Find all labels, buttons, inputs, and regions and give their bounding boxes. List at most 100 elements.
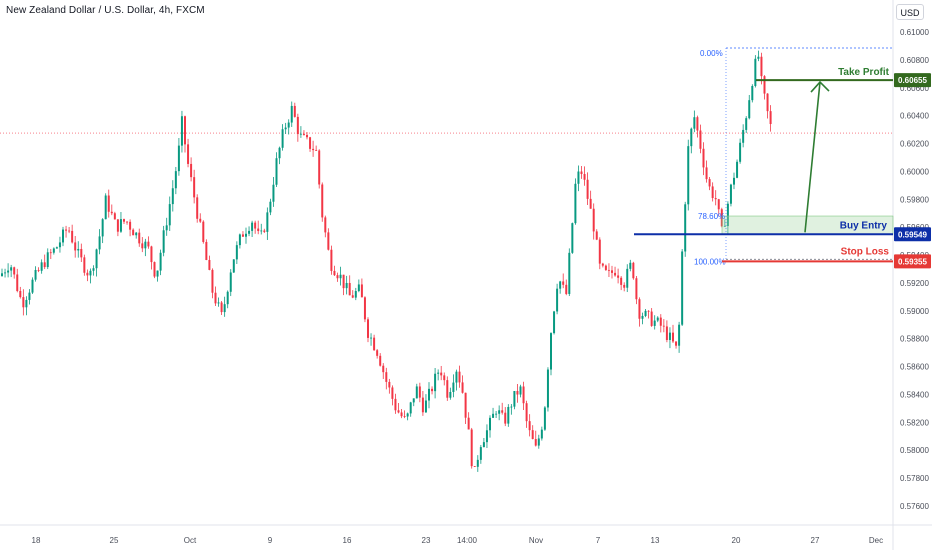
candle-body <box>400 412 403 417</box>
candle-body <box>260 230 263 232</box>
buy-entry-price-tag: 0.59549 <box>898 230 927 239</box>
candle-body <box>421 397 424 413</box>
candle-body <box>681 251 684 325</box>
candle-body <box>315 150 318 151</box>
candle-body <box>119 219 122 232</box>
candle-body <box>4 272 7 274</box>
candle-body <box>607 269 610 271</box>
candle-body <box>415 386 418 399</box>
time-tick-label: 13 <box>651 536 660 545</box>
candle-body <box>196 197 199 219</box>
candle-body <box>662 325 665 327</box>
candle-body <box>129 221 132 230</box>
candle-body <box>748 100 751 119</box>
candle-body <box>717 199 720 210</box>
time-tick-label: 18 <box>32 536 41 545</box>
candle-body <box>74 242 77 251</box>
candle-body <box>150 246 153 263</box>
candle-body <box>668 332 671 340</box>
candle-body <box>363 297 366 320</box>
candle-body <box>592 208 595 232</box>
candle-body <box>223 304 226 313</box>
candle-body <box>479 447 482 460</box>
buy-entry-label: Buy Entry <box>840 220 888 231</box>
price-tick-label: 0.57600 <box>900 502 929 511</box>
candle-body <box>257 228 260 232</box>
candle-body <box>126 221 129 223</box>
candle-body <box>190 163 193 178</box>
candle-body <box>742 129 745 143</box>
candle-body <box>293 105 296 117</box>
candle-body <box>55 247 58 249</box>
candle-body <box>516 390 519 395</box>
candle-body <box>687 146 690 205</box>
candle-body <box>723 226 726 227</box>
candle-body <box>287 122 290 128</box>
candle-body <box>562 281 565 285</box>
candle-body <box>626 268 629 288</box>
candle-body <box>476 459 479 467</box>
candle-body <box>302 133 305 135</box>
candle-body <box>769 111 772 125</box>
candle-body <box>138 232 141 244</box>
fib-label: 0.00% <box>700 49 723 58</box>
candle-body <box>199 218 202 222</box>
candle-body <box>604 265 607 270</box>
candle-body <box>13 267 16 275</box>
candle-body <box>177 145 180 172</box>
candle-body <box>641 315 644 319</box>
candle-body <box>638 299 641 319</box>
candle-body <box>141 243 144 249</box>
candle-body <box>354 291 357 298</box>
candle-body <box>62 229 64 243</box>
stop-loss-price-tag-bg <box>894 254 931 269</box>
candle-body <box>309 137 312 149</box>
candle-body <box>595 231 598 240</box>
candle-body <box>379 355 382 366</box>
candle-body <box>306 134 308 138</box>
candle-body <box>540 429 543 439</box>
candle-body <box>437 372 440 374</box>
candle-body <box>52 248 55 253</box>
time-tick-label: 27 <box>811 536 820 545</box>
candle-body <box>672 332 674 342</box>
candle-body <box>330 249 333 271</box>
target-arrow-head <box>810 80 830 93</box>
candle-body <box>68 230 71 232</box>
candle-body <box>156 270 159 277</box>
candle-body <box>226 291 229 305</box>
target-arrow-line <box>804 82 821 233</box>
candle-body <box>116 219 119 232</box>
candle-body <box>171 188 174 205</box>
candle-body <box>446 380 449 398</box>
candle-body <box>58 242 61 248</box>
candle-body <box>635 278 638 300</box>
candle-body <box>757 56 760 59</box>
fib-label: 78.60% <box>698 212 725 221</box>
candle-body <box>574 183 577 224</box>
candle-body <box>235 245 238 260</box>
candle-body <box>312 148 315 151</box>
candle-body <box>559 281 562 289</box>
candle-body <box>101 219 104 237</box>
candle-body <box>522 386 525 404</box>
candle-body <box>296 116 299 135</box>
candle-body <box>272 184 275 202</box>
currency-button[interactable]: USD <box>896 4 924 20</box>
candle-body <box>449 391 452 398</box>
candle-body <box>31 279 34 293</box>
price-tick-label: 0.59000 <box>900 307 929 316</box>
take-profit-price-tag: 0.60655 <box>898 76 927 85</box>
candle-body <box>763 76 766 94</box>
candle-body <box>467 417 470 430</box>
candle-body <box>556 288 559 312</box>
candle-body <box>28 292 31 300</box>
candle-body <box>229 272 232 292</box>
candle-body <box>473 466 476 467</box>
candle-body <box>684 204 687 252</box>
candle-body <box>528 421 531 431</box>
candle-body <box>714 198 717 200</box>
candle-body <box>653 320 656 326</box>
